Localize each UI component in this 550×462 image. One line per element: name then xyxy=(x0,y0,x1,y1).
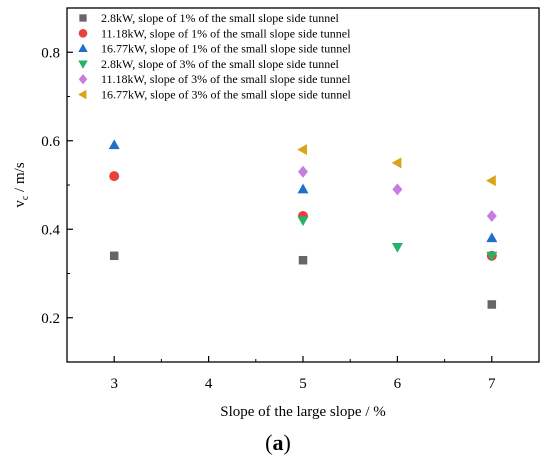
legend-label: 16.77kW, slope of 1% of the small slope … xyxy=(101,42,352,56)
x-tick-label: 4 xyxy=(205,376,213,392)
legend-item: 16.77kW, slope of 3% of the small slope … xyxy=(78,88,352,102)
legend-marker xyxy=(79,14,87,22)
legend-item: 2.8kW, slope of 3% of the small slope si… xyxy=(78,57,340,71)
legend-marker xyxy=(78,29,88,38)
data-point xyxy=(297,144,307,156)
x-tick-label: 3 xyxy=(110,376,118,392)
x-tick-labels: 3 4 5 6 7 xyxy=(110,376,496,392)
data-point xyxy=(392,183,403,196)
x-tick-label: 6 xyxy=(394,376,402,392)
legend-item: 2.8kW, slope of 1% of the small slope si… xyxy=(79,11,340,25)
series-1 xyxy=(109,251,497,309)
data-point xyxy=(486,209,497,222)
legend-label: 11.18kW, slope of 1% of the small slope … xyxy=(101,26,351,40)
legend-marker xyxy=(78,89,87,100)
y-tick-label: 0.6 xyxy=(41,134,60,150)
axis-ticks xyxy=(67,51,493,362)
series-3 xyxy=(108,139,498,243)
data-point xyxy=(109,251,119,261)
data-point xyxy=(487,300,497,309)
series-6 xyxy=(297,144,496,187)
legend-item: 11.18kW, slope of 3% of the small slope … xyxy=(78,72,351,86)
legend-label: 2.8kW, slope of 3% of the small slope si… xyxy=(101,57,340,71)
legend-label: 11.18kW, slope of 3% of the small slope … xyxy=(101,72,351,86)
x-tick-label: 5 xyxy=(299,376,307,392)
legend-item: 11.18kW, slope of 1% of the small slope … xyxy=(78,26,351,40)
data-point xyxy=(298,165,308,178)
legend-item: 16.77kW, slope of 1% of the small slope … xyxy=(78,42,352,56)
y-tick-label: 0.4 xyxy=(41,222,60,238)
data-point xyxy=(486,232,498,243)
data-point xyxy=(486,251,498,262)
legend-marker xyxy=(78,74,88,85)
y-axis-label: vc / m/s xyxy=(12,162,31,207)
data-point xyxy=(391,242,403,253)
data-point xyxy=(391,157,402,169)
series-5 xyxy=(298,165,497,222)
data-point xyxy=(486,175,496,187)
data-point xyxy=(298,255,308,265)
legend: 2.8kW, slope of 1% of the small slope si… xyxy=(78,11,352,102)
legend-label: 2.8kW, slope of 1% of the small slope si… xyxy=(101,11,340,25)
data-point xyxy=(109,171,120,182)
y-tick-label: 0.2 xyxy=(41,311,60,327)
x-tick-label: 7 xyxy=(488,376,496,392)
data-point xyxy=(297,183,309,194)
y-tick-label: 0.8 xyxy=(41,45,60,61)
data-points xyxy=(108,139,498,309)
data-point xyxy=(297,216,309,227)
legend-marker xyxy=(78,60,88,69)
legend-label: 16.77kW, slope of 3% of the small slope … xyxy=(101,88,352,102)
panel-label: (a) xyxy=(265,430,291,455)
x-axis-label: Slope of the large slope / % xyxy=(220,404,386,420)
legend-marker xyxy=(78,43,88,53)
y-tick-labels: 0.2 0.4 0.6 0.8 xyxy=(41,45,60,327)
data-point xyxy=(108,139,120,150)
series-4 xyxy=(297,216,498,262)
